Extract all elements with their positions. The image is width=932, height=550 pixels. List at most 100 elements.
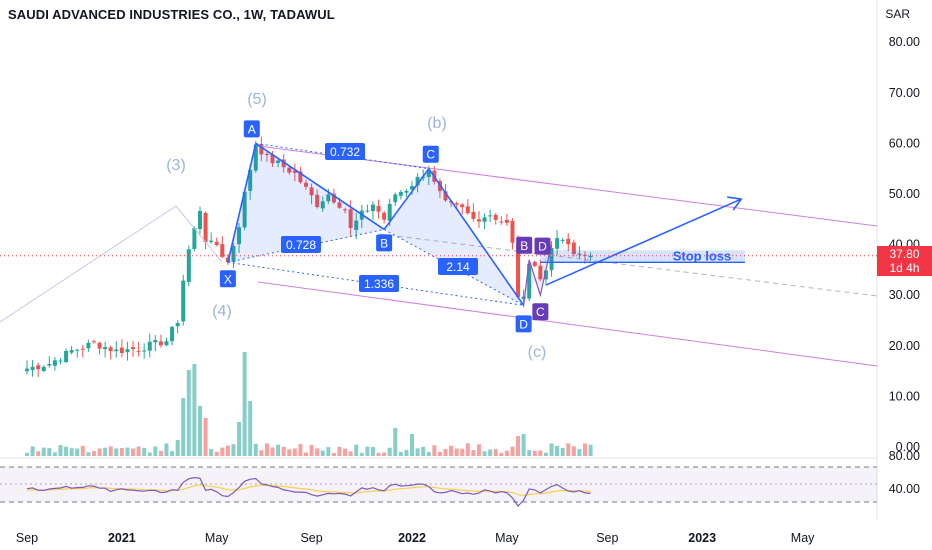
ratio-bd-bg: [438, 258, 478, 275]
volume-bar: [287, 449, 292, 456]
volume-bar: [488, 449, 493, 456]
volume-bar: [359, 452, 364, 456]
rsi-pane: [0, 466, 877, 507]
candle-body: [270, 154, 275, 164]
wave-label: (b): [427, 115, 447, 132]
volume-bar: [248, 401, 253, 456]
candle-body: [538, 265, 543, 280]
volume-bar: [164, 443, 169, 456]
price-tick: 10.00: [889, 389, 920, 403]
candle-body: [97, 342, 102, 349]
volume-bar: [97, 448, 102, 456]
stop-loss-label: Stop loss: [673, 248, 732, 263]
ratio-ac-bg: [325, 143, 365, 160]
volume-bar: [571, 446, 576, 456]
candle-body: [382, 212, 387, 220]
candle-body: [460, 204, 465, 208]
volume-bar: [365, 446, 370, 456]
volume-bar: [393, 428, 398, 456]
candle-body: [103, 347, 108, 350]
volume-bar: [197, 406, 202, 456]
volume-bar: [86, 452, 91, 456]
projection-arrow: [545, 198, 742, 286]
volume-bar: [516, 436, 521, 456]
wave-line: [175, 205, 223, 263]
volume-bar: [142, 447, 147, 456]
candle-body: [387, 203, 392, 221]
candle-body: [292, 170, 297, 173]
volume-bar: [136, 446, 141, 456]
volume-bar: [465, 443, 470, 456]
volume-bar: [220, 447, 225, 456]
volume-bar: [114, 448, 119, 456]
candle-body: [577, 253, 582, 255]
time-tick: 2022: [398, 531, 426, 545]
price-tick: 30.00: [889, 288, 920, 302]
candle-body: [476, 219, 481, 222]
rsi-tick: 80.00: [889, 449, 920, 463]
volume-bar: [181, 398, 186, 456]
volume-bar: [264, 443, 269, 456]
volume-bar: [91, 451, 96, 456]
leg-xa: [227, 143, 257, 263]
volume-bar: [549, 443, 554, 456]
volume-bar: [443, 449, 448, 456]
small-point-c: C: [536, 305, 545, 319]
volume-bar: [52, 452, 57, 456]
candle-body: [153, 339, 158, 343]
volume-bar: [231, 444, 236, 456]
candle-body: [69, 350, 74, 353]
stop-loss-zone: [540, 250, 745, 263]
volume-bar: [47, 448, 52, 456]
volume-bar: [209, 448, 214, 456]
last-price-value: 37.80: [889, 247, 920, 261]
time-tick: May: [205, 531, 229, 545]
time-tick: May: [791, 531, 815, 545]
candle-body: [231, 245, 236, 262]
volume-bar: [259, 450, 264, 456]
candle-body: [488, 215, 493, 217]
pattern-point-x: X: [224, 272, 232, 286]
volume-bar: [315, 448, 320, 456]
volume-bar: [270, 447, 275, 456]
candle-body: [516, 243, 521, 298]
candle-body: [125, 349, 130, 353]
small-point-b-bg: [516, 236, 533, 254]
candle-body: [493, 214, 498, 220]
small-pattern: [523, 244, 553, 306]
volume-bar: [460, 448, 465, 456]
candle-body: [426, 170, 431, 178]
volume-bar: [354, 444, 359, 456]
volume-bar: [276, 444, 281, 456]
candle-body: [36, 365, 41, 370]
candle-body: [499, 221, 504, 223]
candle-body: [549, 247, 554, 271]
candle-body: [259, 144, 264, 155]
ratio-xd: 1.336: [364, 277, 394, 291]
candle-body: [237, 227, 242, 245]
channel-mid-line: [379, 233, 878, 297]
channel-lower-line: [257, 281, 878, 367]
candle-body: [343, 209, 348, 211]
bar-countdown: 1d 4h: [889, 261, 920, 275]
candle-body: [393, 194, 398, 203]
volume-bar: [30, 446, 35, 456]
leg-bc: [383, 168, 430, 230]
ratio-xd-bg: [359, 275, 399, 292]
candle-body: [197, 210, 202, 230]
candle-body: [142, 350, 147, 352]
volume-bar: [504, 450, 509, 456]
candle-body: [521, 296, 526, 300]
small-point-b: B: [520, 239, 528, 253]
candle-body: [170, 326, 175, 342]
candle-body: [248, 169, 253, 191]
volume-bar: [410, 434, 415, 456]
candle-body: [119, 347, 124, 353]
volume-bar: [588, 444, 593, 456]
candle-body: [309, 187, 314, 196]
volume-bar: [242, 352, 247, 456]
candle-body: [532, 261, 537, 266]
candle-body: [158, 341, 163, 346]
volume-bar: [75, 448, 80, 456]
